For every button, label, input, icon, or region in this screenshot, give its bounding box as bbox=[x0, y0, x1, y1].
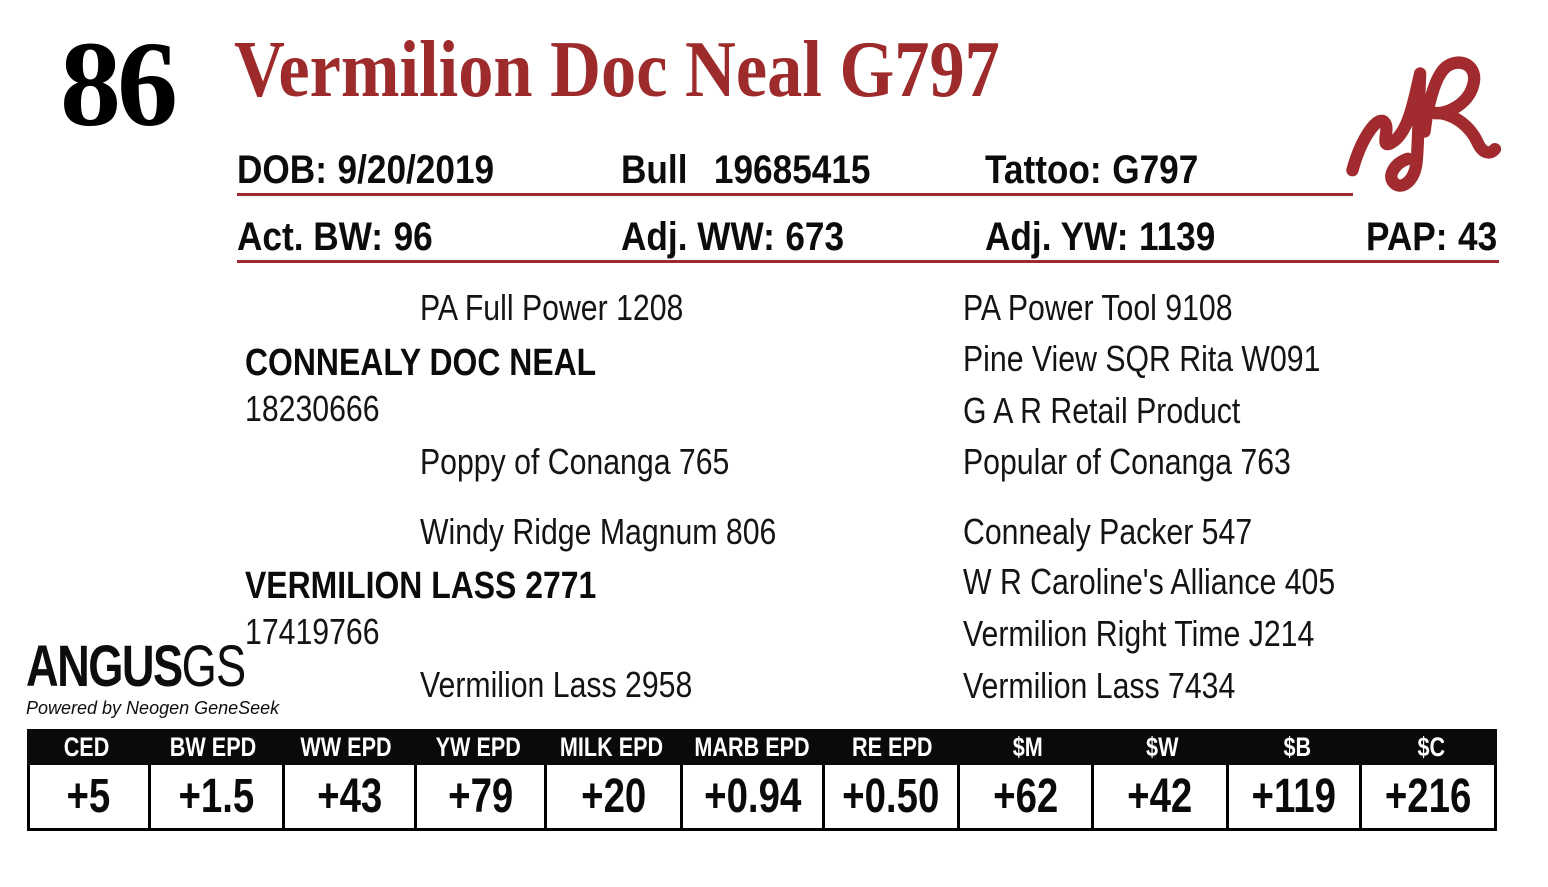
epd-value-ced: +5 bbox=[66, 770, 111, 823]
stat-dob-value: 9/20/2019 bbox=[337, 148, 495, 192]
angus-logo-sub: GS bbox=[181, 634, 247, 699]
stat-act-bw-value: 96 bbox=[393, 215, 433, 259]
stat-dob: DOB: 9/20/2019 bbox=[237, 150, 529, 190]
stat-adj-yw: Adj. YW: 1139 bbox=[985, 217, 1247, 257]
pedigree-dam-dam-dam: Vermilion Lass 7434 bbox=[963, 665, 1236, 706]
pedigree-sire-sire: PA Full Power 1208 bbox=[420, 287, 684, 328]
epd-value-dollar-b: +119 bbox=[1225, 765, 1360, 828]
pedigree-sire-name: CONNEALY DOC NEAL bbox=[245, 342, 597, 384]
epd-table: CED BW EPD WW EPD YW EPD MILK EPD MARB E… bbox=[27, 729, 1497, 831]
epd-value-dollar-m: +62 bbox=[957, 765, 1091, 828]
pedigree-sire-dam-sire: G A R Retail Product bbox=[963, 390, 1241, 431]
pedigree-dam-sire-dam: W R Caroline's Alliance 405 bbox=[963, 561, 1336, 602]
epd-header-ww-epd: WW EPD bbox=[300, 731, 393, 762]
epd-header-marb-epd: MARB EPD bbox=[694, 731, 810, 762]
stat-reg-value: 19685415 bbox=[713, 148, 871, 192]
lot-number: 86 bbox=[60, 17, 178, 152]
pedigree-sire-dam-dam: Popular of Conanga 763 bbox=[963, 441, 1291, 482]
epd-value-re-epd: +0.50 bbox=[821, 765, 957, 828]
stat-pap-value: 43 bbox=[1458, 215, 1498, 259]
epd-table-header-row: CED BW EPD WW EPD YW EPD MILK EPD MARB E… bbox=[27, 729, 1497, 765]
epd-header-dollar-b: $B bbox=[1283, 731, 1311, 762]
epd-header-dollar-c: $C bbox=[1417, 731, 1446, 762]
epd-header-milk-epd: MILK EPD bbox=[559, 731, 664, 762]
epd-header-dollar-w: $W bbox=[1146, 731, 1179, 762]
vermilion-ranch-brand-icon bbox=[1346, 56, 1502, 192]
pedigree-sire-sire-dam: Pine View SQR Rita W091 bbox=[963, 338, 1321, 379]
epd-header-yw-epd: YW EPD bbox=[435, 731, 521, 762]
epd-value-bw-epd: +1.5 bbox=[147, 765, 282, 828]
epd-value-marb-epd: +0.94 bbox=[680, 765, 821, 828]
stat-tattoo-label: Tattoo: bbox=[985, 148, 1102, 192]
stat-adj-ww-value: 673 bbox=[785, 215, 845, 259]
pedigree-dam-dam: Vermilion Lass 2958 bbox=[420, 664, 693, 705]
stat-act-bw-label: Act. BW: bbox=[237, 215, 384, 259]
pedigree-dam-dam-sire: Vermilion Right Time J214 bbox=[963, 613, 1315, 654]
header-divider-top bbox=[237, 193, 1353, 196]
pedigree-sire-sire-sire: PA Power Tool 9108 bbox=[963, 287, 1233, 328]
stat-sex-label: Bull bbox=[621, 148, 688, 192]
stat-act-bw: Act. BW: 96 bbox=[237, 217, 459, 257]
stat-tattoo: Tattoo: G797 bbox=[985, 150, 1227, 190]
stat-adj-ww: Adj. WW: 673 bbox=[621, 217, 875, 257]
pedigree-dam-name: VERMILION LASS 2771 bbox=[245, 565, 597, 607]
stat-pap: PAP: 43 bbox=[1366, 217, 1515, 257]
stat-dob-label: DOB: bbox=[237, 148, 327, 192]
angus-logo-main: ANGUS bbox=[26, 634, 183, 699]
epd-value-milk-epd: +20 bbox=[543, 765, 680, 828]
stat-adj-ww-label: Adj. WW: bbox=[621, 215, 775, 259]
pedigree-sire-dam: Poppy of Conanga 765 bbox=[420, 441, 730, 482]
stat-adj-yw-label: Adj. YW: bbox=[985, 215, 1129, 259]
epd-header-bw-epd: BW EPD bbox=[169, 731, 256, 762]
epd-header-re-epd: RE EPD bbox=[851, 731, 933, 762]
stat-sex-reg: Bull 19685415 bbox=[621, 150, 905, 190]
pedigree-dam-reg: 17419766 bbox=[245, 611, 380, 652]
pedigree-sire-reg: 18230666 bbox=[245, 388, 380, 429]
pedigree-dam-sire-sire: Connealy Packer 547 bbox=[963, 511, 1253, 552]
stat-tattoo-value: G797 bbox=[1112, 148, 1199, 192]
epd-value-ww-epd: +43 bbox=[281, 765, 414, 828]
pedigree-dam-sire: Windy Ridge Magnum 806 bbox=[420, 511, 777, 552]
stat-adj-yw-value: 1139 bbox=[1138, 215, 1216, 259]
angus-gs-logo: ANGUSGS Powered by Neogen GeneSeek bbox=[26, 638, 280, 719]
stat-pap-label: PAP: bbox=[1366, 215, 1448, 259]
epd-header-dollar-m: $M bbox=[1012, 731, 1043, 762]
epd-value-yw-epd: +79 bbox=[414, 765, 543, 828]
epd-header-ced: CED bbox=[63, 731, 109, 762]
angus-logo-tagline: Powered by Neogen GeneSeek bbox=[26, 698, 280, 718]
epd-value-dollar-w: +42 bbox=[1091, 765, 1225, 828]
epd-table-value-row: +5 +1.5 +43 +79 +20 +0.94 +0.50 +62 +42 … bbox=[27, 765, 1497, 831]
page-title: Vermilion Doc Neal G797 bbox=[234, 26, 1000, 114]
epd-value-dollar-c: +216 bbox=[1359, 765, 1493, 828]
header-divider-bottom bbox=[237, 260, 1499, 263]
